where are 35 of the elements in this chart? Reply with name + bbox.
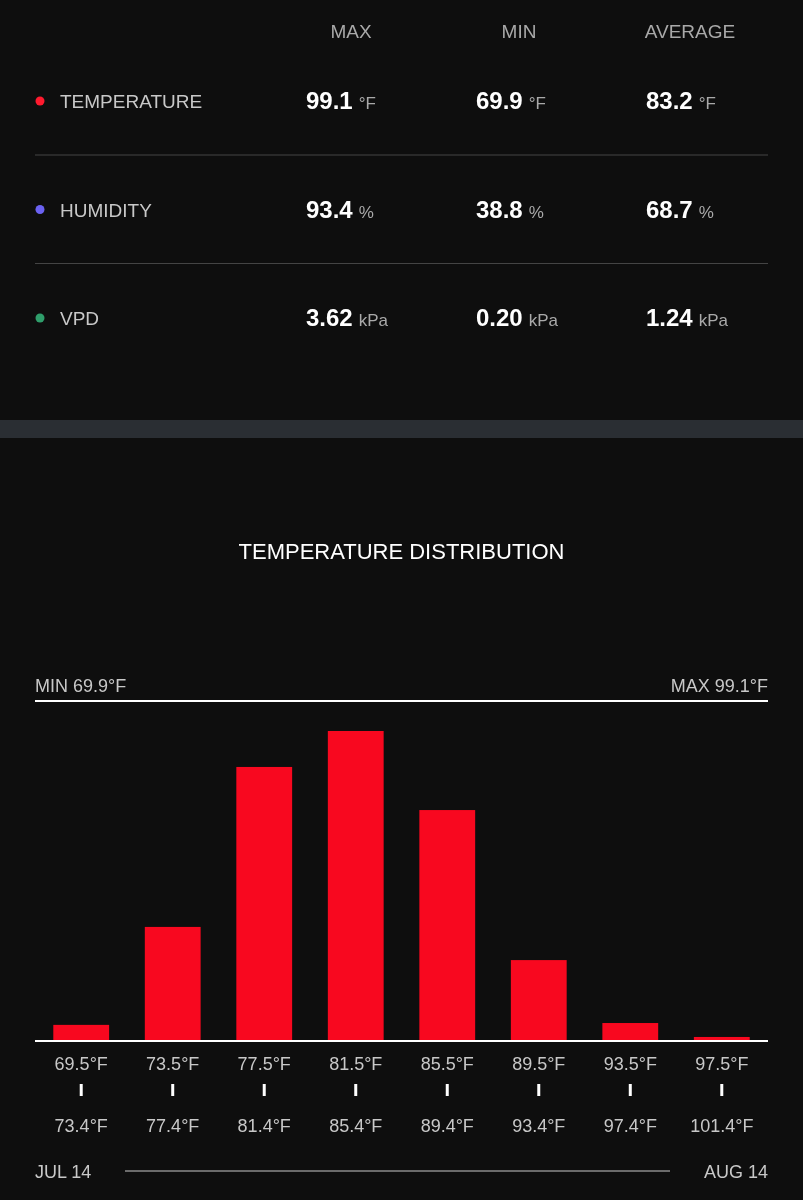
category-label: MIN xyxy=(501,21,537,42)
bar xyxy=(236,766,293,1041)
data-label: 83.2 °F xyxy=(646,87,716,114)
bar xyxy=(602,1023,659,1041)
bar xyxy=(144,926,201,1041)
data-label: 0.20 kPa xyxy=(476,304,559,331)
data-label: 68.7 % xyxy=(646,195,714,223)
category-label: AVERAGE xyxy=(644,21,736,42)
legend-label: VPD xyxy=(60,308,100,329)
text: JUL 14 xyxy=(35,1162,92,1182)
data-label: 99.1 °F xyxy=(306,87,376,114)
category-label: 97.5°F 101.4°F xyxy=(690,1054,754,1136)
legend-label: HUMIDITY xyxy=(60,199,153,221)
bar xyxy=(53,1024,110,1041)
data-label: 1.24 kPa xyxy=(646,304,729,331)
text: MAX 99.1°F xyxy=(670,676,768,696)
category-label: MAX xyxy=(330,21,372,42)
category-label: 73.5°F 77.4°F xyxy=(146,1054,200,1136)
text: AUG 14 xyxy=(703,1162,768,1182)
bar xyxy=(419,810,476,1041)
bar xyxy=(327,731,384,1041)
data-label: 93.4 % xyxy=(306,195,374,223)
bar xyxy=(510,960,567,1041)
data-label: 3.62 kPa xyxy=(306,304,389,331)
data-label: 69.9 °F xyxy=(476,87,546,114)
legend-label: TEMPERATURE xyxy=(60,91,203,112)
chart-title: TEMPERATURE DISTRIBUTION xyxy=(238,539,565,564)
category-label: 93.5°F 97.4°F xyxy=(603,1054,657,1136)
category-label: 77.5°F 81.4°F xyxy=(237,1054,291,1136)
category-label: 85.5°F 89.4°F xyxy=(420,1054,474,1136)
category-label: 89.5°F 93.4°F xyxy=(512,1054,566,1136)
category-label: 69.5°F 73.4°F xyxy=(54,1054,108,1136)
category-label: 81.5°F 85.4°F xyxy=(329,1054,383,1136)
text: MIN 69.9°F xyxy=(35,676,127,696)
data-label: 38.8 % xyxy=(476,195,544,223)
